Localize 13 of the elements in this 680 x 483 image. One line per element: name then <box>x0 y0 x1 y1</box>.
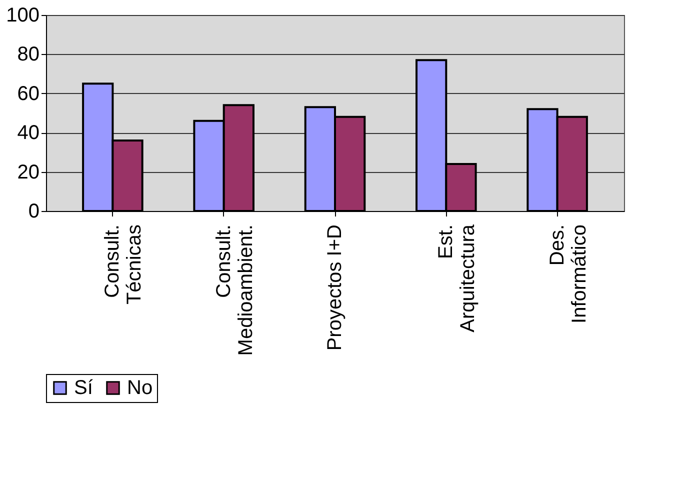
y-tick-label: 80 <box>17 44 40 66</box>
legend-label: No <box>127 377 153 399</box>
y-tick-label: 0 <box>28 200 40 222</box>
y-tick-label: 20 <box>17 161 40 184</box>
x-tick-label: Des. Informático <box>546 224 590 324</box>
x-tick-label: Proyectos I+D <box>324 224 346 351</box>
x-tick-label: Est. Arquitectura <box>435 224 480 332</box>
x-tick-label: Consult. Técnicas <box>102 224 146 305</box>
y-tick-label: 60 <box>17 82 40 105</box>
y-tick-label: 40 <box>17 122 40 144</box>
y-tick-label: 100 <box>6 4 40 26</box>
x-tick-label: Consult. Medioambient. <box>212 224 257 356</box>
legend-label: Sí <box>74 377 94 399</box>
